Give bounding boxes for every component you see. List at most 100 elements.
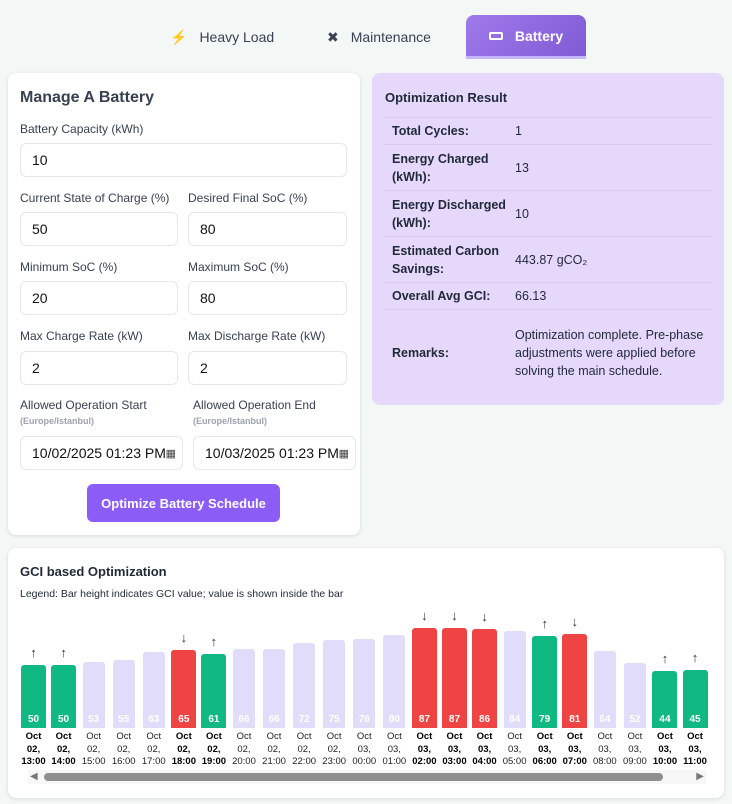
bar-discharge[interactable]: 87 — [441, 628, 467, 728]
x-tick-label: Oct 02, 13:00 — [21, 731, 46, 767]
bar-discharge[interactable]: 86 — [472, 629, 498, 728]
scroll-right-icon[interactable]: ▶ — [696, 771, 704, 782]
bar-charge[interactable]: 61 — [201, 654, 227, 728]
min-soc-label: Minimum SoC (%) — [20, 260, 118, 274]
bar-idle[interactable]: 72 — [293, 643, 316, 728]
x-tick-label: Oct 02, 15:00 — [81, 731, 106, 767]
bar-charge[interactable]: 45 — [682, 670, 708, 728]
result-row: Energy Charged (kWh): 13 — [384, 144, 712, 190]
bar-discharge[interactable]: 87 — [411, 628, 437, 728]
bar-idle[interactable]: 53 — [82, 662, 105, 728]
result-row: Energy Discharged (kWh): 10 — [384, 190, 712, 236]
arrow-down-icon: ↓ — [451, 608, 458, 623]
lightning-icon: ⚡ — [170, 28, 188, 45]
x-tick-label: Oct 03, 03:00 — [442, 731, 467, 767]
end-timezone: (Europe/Istanbul) — [193, 416, 267, 426]
x-tick-label: Oct 02, 23:00 — [322, 731, 347, 767]
min-soc-input[interactable]: 20 — [20, 281, 178, 315]
bar-idle[interactable]: 66 — [232, 649, 255, 728]
bar-idle[interactable]: 52 — [623, 663, 646, 728]
charge-rate-input[interactable]: 2 — [20, 351, 178, 385]
bar-value: 76 — [358, 714, 370, 725]
bar-value: 53 — [88, 714, 100, 725]
bar-idle[interactable]: 66 — [263, 649, 286, 728]
bar-idle[interactable]: 55 — [112, 660, 135, 728]
x-tick-label: Oct 02, 22:00 — [292, 731, 317, 767]
form-title: Manage A Battery — [20, 89, 154, 106]
scroll-left-icon[interactable]: ◀ — [30, 771, 38, 782]
bar-value: 61 — [208, 714, 220, 725]
result-value: 13 — [515, 160, 529, 175]
chart-legend: Legend: Bar height indicates GCI value; … — [20, 588, 344, 600]
x-tick-label: Oct 03, 01:00 — [382, 731, 407, 767]
bar-discharge[interactable]: 65 — [171, 650, 197, 728]
bar-charge[interactable]: 50 — [51, 665, 77, 728]
scrollbar-thumb[interactable] — [44, 773, 663, 781]
bar-value: 63 — [148, 714, 160, 725]
arrow-down-icon: ↓ — [571, 614, 579, 629]
battery-form-card: Manage A Battery Battery Capacity (kWh) … — [8, 73, 360, 535]
bar-idle[interactable]: 75 — [323, 640, 346, 728]
end-datetime-input[interactable]: 10/03/2025 01:23 PM ▦ — [193, 436, 356, 470]
tab-maintenance[interactable]: ✖ Maintenance — [327, 28, 431, 46]
arrow-down-icon: ↓ — [481, 609, 488, 624]
final-soc-input[interactable]: 80 — [188, 212, 347, 246]
discharge-rate-input[interactable]: 2 — [188, 351, 347, 385]
x-tick-label: Oct 03, 02:00 — [412, 731, 437, 767]
capacity-input[interactable]: 10 — [20, 143, 347, 177]
bar-charge[interactable]: 79 — [532, 636, 558, 728]
result-value: 443.87 gCO₂ — [515, 252, 588, 267]
bar-value: 75 — [328, 714, 340, 725]
bar-value: 52 — [629, 714, 641, 725]
max-soc-input[interactable]: 80 — [188, 281, 347, 315]
charge-rate-label: Max Charge Rate (kW) — [20, 329, 143, 343]
optimize-button[interactable]: Optimize Battery Schedule — [87, 484, 280, 522]
bar-value: 44 — [659, 714, 671, 725]
x-tick-label: Oct 02, 18:00 — [171, 731, 196, 767]
arrow-up-icon: ↑ — [60, 645, 67, 660]
capacity-label: Battery Capacity (kWh) — [20, 122, 144, 136]
bar-charge[interactable]: 50 — [21, 665, 46, 728]
calendar-icon[interactable]: ▦ — [338, 448, 349, 460]
x-tick-label: Oct 03, 08:00 — [592, 731, 617, 767]
bar-value: 55 — [118, 714, 130, 725]
final-soc-label: Desired Final SoC (%) — [188, 191, 308, 205]
x-tick-label: Oct 03, 10:00 — [652, 731, 678, 767]
arrow-up-icon: ↑ — [661, 651, 669, 666]
x-tick-label: Oct 02, 21:00 — [262, 731, 286, 767]
start-datetime-input[interactable]: 10/02/2025 01:23 PM ▦ — [20, 436, 183, 470]
bar-idle[interactable]: 63 — [142, 652, 165, 728]
result-row: Remarks: Optimization complete. Pre-phase… — [384, 309, 712, 395]
arrow-up-icon: ↑ — [210, 634, 218, 649]
tab-heavy-load[interactable]: ⚡ Heavy Load — [170, 28, 275, 46]
bar-discharge[interactable]: 81 — [562, 634, 588, 728]
bar-value: 45 — [689, 714, 701, 725]
max-soc-label: Maximum SoC (%) — [188, 260, 289, 274]
bar-value: 50 — [58, 714, 70, 725]
bar-idle[interactable]: 80 — [383, 635, 406, 728]
result-value: 66.13 — [515, 289, 547, 303]
bar-value: 66 — [268, 714, 280, 725]
bar-value: 87 — [448, 714, 461, 725]
x-tick-label: Oct 02, 20:00 — [232, 731, 256, 767]
bar-idle[interactable]: 84 — [503, 631, 526, 728]
calendar-icon[interactable]: ▦ — [165, 448, 176, 460]
bar-value: 79 — [539, 714, 551, 725]
x-tick-label: Oct 03, 09:00 — [623, 731, 647, 767]
bar-charge[interactable]: 44 — [652, 671, 678, 728]
result-label: Energy Discharged (kWh): — [392, 197, 506, 230]
arrow-down-icon: ↓ — [180, 630, 188, 645]
arrow-down-icon: ↓ — [421, 608, 428, 623]
horizontal-scrollbar[interactable]: ◀ ▶ — [28, 770, 706, 784]
bar-value: 86 — [478, 714, 491, 725]
x-tick-label: Oct 02, 17:00 — [141, 731, 166, 767]
bar-idle[interactable]: 64 — [593, 651, 616, 728]
x-tick-label: Oct 03, 07:00 — [562, 731, 587, 767]
arrow-up-icon: ↑ — [30, 645, 37, 660]
tab-battery[interactable]: Battery — [466, 15, 586, 59]
bar-value: 66 — [238, 714, 250, 725]
soc-input[interactable]: 50 — [20, 212, 178, 246]
bar-idle[interactable]: 76 — [353, 639, 376, 728]
gci-chart-card: GCI based Optimization Legend: Bar heigh… — [8, 548, 724, 798]
x-tick-label: Oct 03, 06:00 — [532, 731, 557, 767]
